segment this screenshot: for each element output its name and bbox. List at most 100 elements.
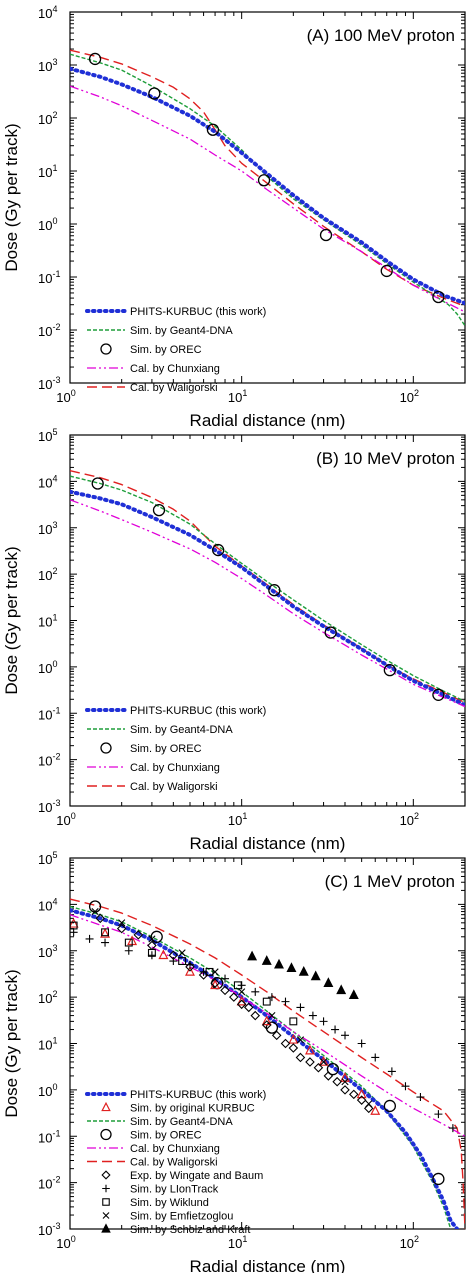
- legend-label: Sim. by OREC: [130, 1130, 202, 1142]
- y-tick-label: 105: [38, 427, 57, 444]
- exp-by-wingate-and-baum-point: [363, 1103, 374, 1114]
- sim-by-original-kurbuc-point: [304, 1044, 315, 1055]
- sim-by-liontrack-point: [308, 1011, 317, 1020]
- sim-by-orec-point: [432, 290, 445, 304]
- y-tick-label: 103: [38, 57, 57, 74]
- sim-by-orec-point: [432, 688, 445, 701]
- legend-symbol: [100, 1128, 112, 1141]
- cal-by-waligorski-line: [70, 49, 465, 307]
- legend-symbol: [101, 1101, 111, 1112]
- x-axis-label: Radial distance (nm): [190, 834, 346, 853]
- exp-by-wingate-and-baum-point: [295, 1052, 306, 1063]
- legend-label: PHITS-KURBUC (this work): [130, 306, 266, 318]
- plot-area: [70, 49, 465, 327]
- sim-by-liontrack-point: [387, 1067, 396, 1076]
- sim-by-scholz-and-kraft-point: [336, 984, 347, 995]
- x-tick-label: 100: [56, 811, 75, 828]
- legend-label: Cal. by Chunxiang: [130, 1143, 220, 1155]
- sim-by-liontrack-point: [281, 997, 290, 1006]
- x-tick-label: 101: [228, 388, 247, 405]
- sim-by-liontrack-point: [101, 938, 110, 947]
- sim-by-liontrack-point: [331, 1025, 340, 1034]
- exp-by-wingate-and-baum-point: [220, 985, 230, 996]
- sim-by-scholz-and-kraft-point: [274, 958, 284, 969]
- sim-by-liontrack-point: [169, 957, 178, 966]
- y-tick-label: 103: [38, 943, 57, 960]
- y-tick-label: 101: [38, 613, 57, 630]
- sim-by-wiklund-point: [262, 997, 271, 1006]
- legend-label: PHITS-KURBUC (this work): [130, 705, 266, 717]
- exp-by-wingate-and-baum-point: [288, 1043, 299, 1053]
- x-tick-label: 102: [400, 388, 419, 405]
- sim-by-orec-point: [265, 1021, 279, 1034]
- y-tick-label: 10-1: [38, 705, 60, 722]
- sim-by-emfietzoglou-point: [319, 1058, 328, 1066]
- legend: PHITS-KURBUC (this work) Sim. by Geant4-D…: [85, 705, 266, 793]
- panel-title: (B) 10 MeV proton: [316, 449, 455, 468]
- sim-by-orec-point: [380, 264, 393, 278]
- sim-by-original-kurbuc-point: [185, 965, 195, 976]
- exp-by-wingate-and-baum-point: [229, 992, 239, 1002]
- panel-title: (C) 1 MeV proton: [325, 872, 455, 891]
- y-tick-label: 10-2: [38, 752, 60, 769]
- exp-by-wingate-and-baum-point: [261, 1020, 272, 1030]
- legend-symbol: [102, 1212, 110, 1219]
- y-tick-label: 100: [38, 1082, 57, 1099]
- legend-label: Sim. by OREC: [130, 743, 202, 755]
- panel-title: (A) 100 MeV proton: [307, 26, 455, 45]
- y-tick-label: 10-1: [38, 269, 60, 286]
- sim-by-emfietzoglou-point: [211, 968, 219, 976]
- exp-by-wingate-and-baum-point: [236, 999, 247, 1010]
- exp-by-wingate-and-baum-point: [116, 923, 127, 934]
- y-tick-label: 104: [38, 896, 57, 913]
- sim-by-original-kurbuc-point: [236, 995, 247, 1006]
- x-axis-label: Radial distance (nm): [190, 1257, 346, 1273]
- sim-by-orec-point: [150, 930, 163, 943]
- cal-by-chunxiang-line: [70, 85, 465, 313]
- sim-by-emfietzoglou-point: [238, 988, 246, 996]
- legend-label: Sim. by Geant4-DNA: [130, 1116, 233, 1128]
- legend: PHITS-KURBUC (this work) Sim. by Geant4-D…: [85, 306, 266, 394]
- y-tick-label: 102: [38, 110, 57, 127]
- legend-symbol: [102, 1198, 110, 1206]
- exp-by-wingate-and-baum-point: [305, 1057, 315, 1067]
- y-tick-label: 102: [38, 989, 57, 1006]
- exp-by-wingate-and-baum-point: [133, 930, 144, 940]
- sim-by-original-kurbuc-point: [318, 1056, 329, 1066]
- legend-label: Cal. by Waligorski: [130, 382, 218, 394]
- exp-by-wingate-and-baum-point: [95, 913, 106, 924]
- sim-by-wiklund-point: [101, 928, 109, 937]
- legend-label: PHITS-KURBUC (this work): [130, 1089, 266, 1101]
- sim-by-liontrack-point: [296, 1003, 305, 1012]
- sim-by-liontrack-point: [221, 974, 230, 983]
- exp-by-wingate-and-baum-point: [340, 1085, 350, 1095]
- y-tick-label: 101: [38, 1036, 57, 1053]
- sim-by-scholz-and-kraft-point: [323, 977, 334, 987]
- legend-label: Sim. by Geant4-DNA: [130, 325, 233, 337]
- x-tick-label: 100: [56, 1234, 75, 1251]
- y-tick-label: 100: [38, 216, 57, 233]
- cal-by-chunxiang-line: [70, 499, 465, 708]
- legend-label: Cal. by Chunxiang: [130, 762, 220, 774]
- y-tick-label: 104: [38, 473, 57, 490]
- sim-by-geant4-dna-line: [70, 475, 465, 703]
- y-tick-label: 10-3: [38, 1221, 60, 1238]
- exp-by-wingate-and-baum-point: [349, 1089, 359, 1100]
- legend-label: Cal. by Waligorski: [130, 781, 218, 793]
- x-tick-label: 101: [228, 1234, 247, 1251]
- y-tick-label: 105: [38, 850, 57, 867]
- legend-label: Cal. by Waligorski: [130, 1157, 218, 1169]
- sim-by-liontrack-point: [341, 1031, 350, 1040]
- sim-by-wiklund-point: [147, 948, 156, 957]
- y-tick-label: 100: [38, 659, 57, 676]
- sim-by-original-kurbuc-point: [100, 928, 111, 938]
- sim-by-orec-point: [88, 52, 102, 66]
- sim-by-orec-point: [212, 543, 225, 557]
- sim-by-orec-point: [88, 900, 102, 913]
- legend-symbol: [101, 1170, 111, 1180]
- sim-by-wiklund-point: [233, 981, 242, 990]
- sim-by-scholz-and-kraft-point: [310, 970, 321, 981]
- sim-by-liontrack-point: [416, 1093, 425, 1102]
- y-tick-label: 102: [38, 566, 57, 583]
- panel-c: 100 101 102 10-3 10-2 10-1 100 101 102 103 104 105 R…: [2, 850, 466, 1273]
